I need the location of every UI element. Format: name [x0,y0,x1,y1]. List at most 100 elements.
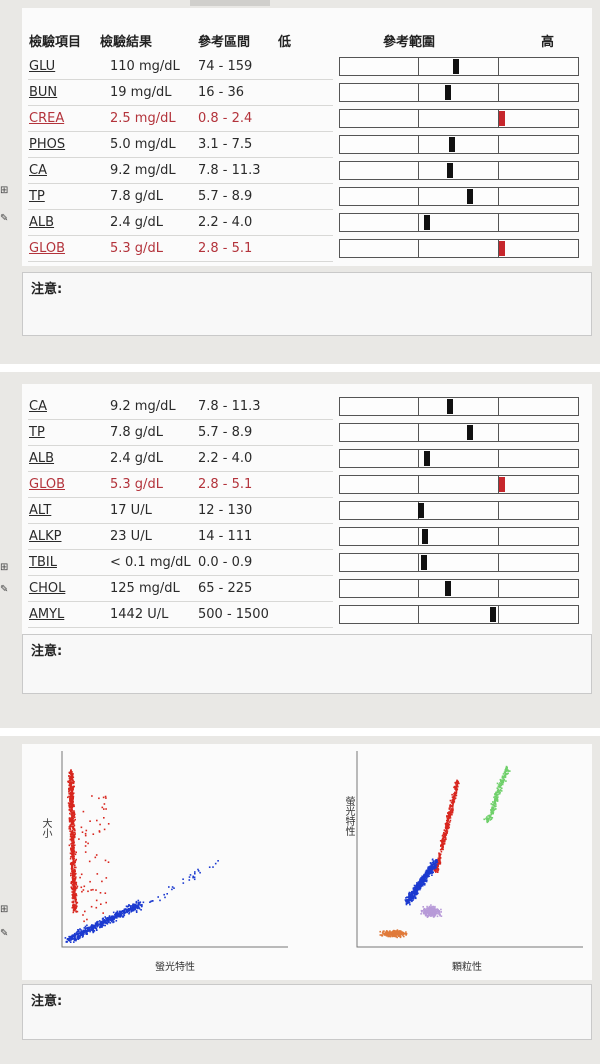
test-result: 110 mg/dL [110,59,180,74]
table-row: CA 9.2 mg/dL 7.8 - 11.3 [0,158,600,184]
test-result: 5.3 g/dL [110,477,163,492]
table-row: GLOB 5.3 g/dL 2.8 - 5.1 [0,236,600,262]
range-gauge [339,501,579,520]
test-result: 7.8 g/dL [110,425,163,440]
reference-interval: 5.7 - 8.9 [198,425,253,440]
test-name-link[interactable]: ALT [29,503,52,518]
gauge-marker [452,59,459,74]
range-gauge [339,527,579,546]
range-gauge [339,135,579,154]
plot1-y-label: 大小 [40,818,51,838]
gauge-divider [418,476,419,493]
gauge-divider [498,450,499,467]
test-result: < 0.1 mg/dL [110,555,191,570]
gauge-divider [498,424,499,441]
gauge-marker [447,399,453,414]
gauge-divider [498,110,499,127]
range-gauge [339,109,579,128]
gauge-divider [498,606,499,623]
plot2-y-label: 螢光特性 [343,796,354,836]
gauge-marker [423,451,430,466]
reference-interval: 14 - 111 [198,529,253,544]
row-separator [28,209,333,210]
note-label: 注意: [31,994,63,1009]
row-separator [28,627,333,628]
gauge-divider [418,162,419,179]
gauge-divider [418,188,419,205]
test-name-link[interactable]: ALB [29,215,55,230]
range-gauge [339,83,579,102]
header-low: 低 [278,35,292,50]
note-label: 注意: [31,644,63,659]
rbc-cluster [67,769,79,914]
row-separator [28,183,333,184]
test-result: 2.4 g/dL [110,215,163,230]
test-name-link[interactable]: CA [29,163,47,178]
test-name-link[interactable]: TP [29,189,45,204]
gauge-marker [499,111,505,126]
test-name-link[interactable]: GLOB [29,477,66,492]
gauge-divider [418,424,419,441]
gauge-marker [418,503,425,518]
row-separator [28,261,333,262]
gauge-divider [418,240,419,257]
row-separator [28,471,333,472]
range-gauge [339,475,579,494]
gauge-marker [467,189,473,204]
test-name-link[interactable]: ALB [29,451,55,466]
gauge-divider [418,554,419,571]
side-icon: ⊞ [0,904,9,915]
test-result: 19 mg/dL [110,85,172,100]
test-name-link[interactable]: BUN [29,85,58,100]
test-name-link[interactable]: CHOL [29,581,66,596]
reference-interval: 16 - 36 [198,85,245,100]
reference-interval: 0.0 - 0.9 [198,555,253,570]
table-row: GLOB 5.3 g/dL 2.8 - 5.1 [0,472,600,498]
side-icon: ✎ [0,928,9,939]
row-separator [28,523,333,524]
row-separator [28,549,333,550]
gauge-marker [447,163,453,178]
gauge-divider [498,240,499,257]
gauge-divider [498,214,499,231]
table-row: CA 9.2 mg/dL 7.8 - 11.3 [0,394,600,420]
reference-interval: 3.1 - 7.5 [198,137,253,152]
test-result: 1442 U/L [110,607,169,622]
test-result: 7.8 g/dL [110,189,163,204]
table-row: PHOS 5.0 mg/dL 3.1 - 7.5 [0,132,600,158]
side-icon: ✎ [0,213,9,224]
range-gauge [339,553,579,572]
test-name-link[interactable]: CA [29,399,47,414]
note-label: 注意: [31,282,63,297]
gauge-marker [467,425,473,440]
range-gauge [339,605,579,624]
test-result: 2.4 g/dL [110,451,163,466]
test-name-link[interactable]: CREA [29,111,65,126]
gauge-divider [498,476,499,493]
test-name-link[interactable]: AMYL [29,607,65,622]
test-name-link[interactable]: GLU [29,59,56,74]
gauge-marker [422,529,429,544]
gauge-divider [498,162,499,179]
header-item: 檢驗項目 [29,35,82,50]
test-name-link[interactable]: TP [29,425,45,440]
row-separator [28,445,333,446]
plot2-axes [356,751,583,948]
plot1-axes [61,751,288,948]
test-name-link[interactable]: PHOS [29,137,66,152]
rbc-scatter [78,795,110,923]
test-name-link[interactable]: ALKP [29,529,62,544]
wbc-cluster [404,858,439,906]
reference-interval: 2.2 - 4.0 [198,451,253,466]
row-separator [28,497,333,498]
row-separator [28,157,333,158]
reference-interval: 500 - 1500 [198,607,269,622]
gauge-marker [420,555,427,570]
gauge-divider [418,580,419,597]
test-name-link[interactable]: TBIL [29,555,57,570]
test-name-link[interactable]: GLOB [29,241,66,256]
gauge-marker [490,607,497,622]
wbc-cluster [64,900,143,943]
test-result: 5.0 mg/dL [110,137,176,152]
test-result: 17 U/L [110,503,152,518]
